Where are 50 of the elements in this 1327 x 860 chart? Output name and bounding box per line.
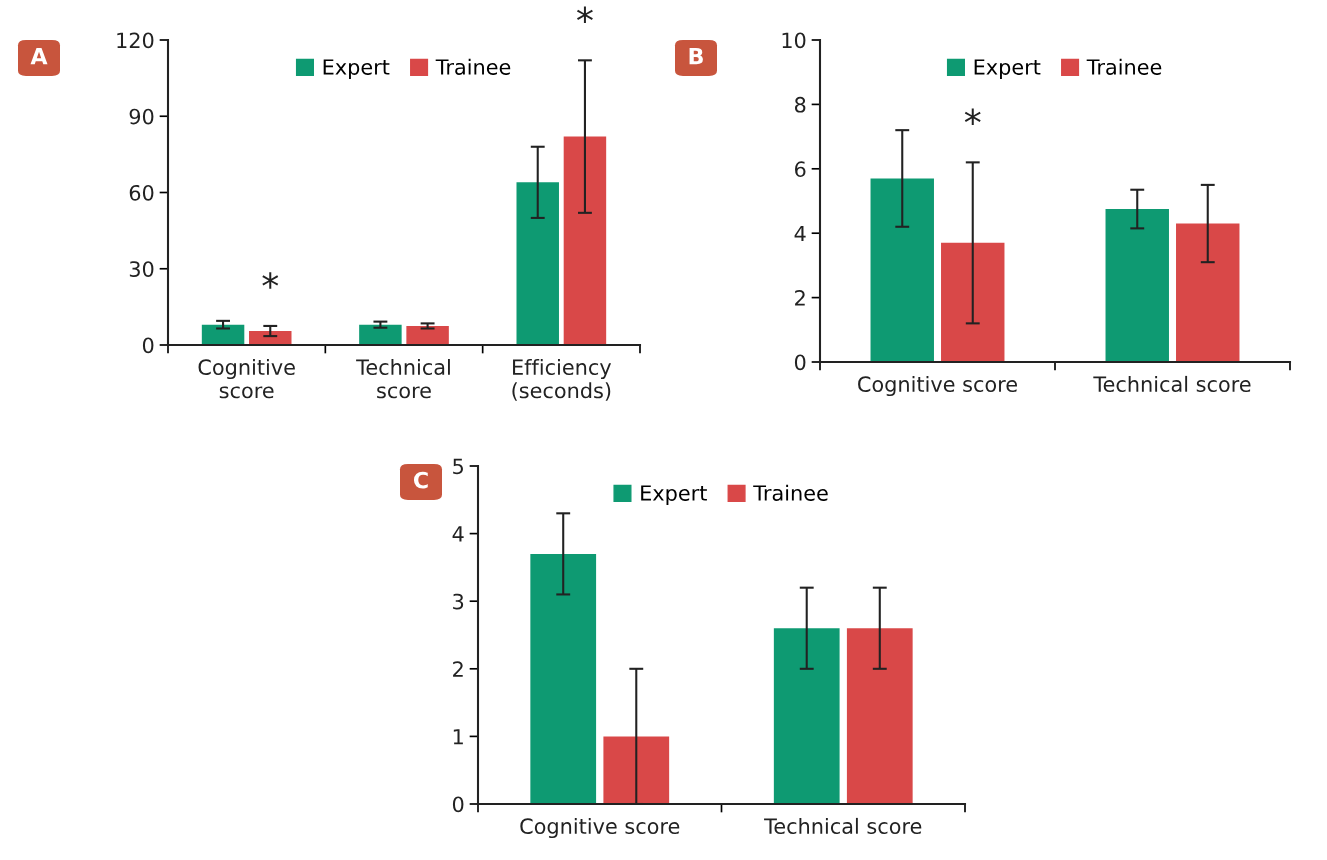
- y-tick-label: 30: [129, 261, 154, 277]
- y-tick-label: 2: [795, 290, 805, 306]
- bar: [359, 324, 402, 345]
- bar: [941, 242, 1005, 362]
- chart-title: A: [30, 47, 48, 65]
- y-tick-label: 5: [453, 458, 463, 475]
- x-tick-label: Cognitive score: [198, 358, 295, 399]
- legend-label: Expert: [323, 59, 390, 79]
- y-tick-label: 3: [453, 593, 464, 610]
- bar: [530, 553, 597, 804]
- legend-label: Trainee: [1086, 58, 1162, 75]
- y-tick-label: 8: [794, 96, 806, 113]
- bar: [1105, 209, 1169, 362]
- bar: [563, 136, 607, 345]
- y-tick-label: 4: [452, 526, 464, 542]
- annotation: *: [262, 272, 279, 289]
- y-tick-label: 0: [452, 796, 464, 813]
- y-tick-label: 0: [794, 354, 806, 371]
- bar: [249, 331, 292, 345]
- bar: [1176, 223, 1240, 362]
- chart-title: B: [689, 47, 703, 65]
- chart-title: C: [413, 471, 428, 489]
- y-tick-label: 10: [782, 32, 806, 49]
- bar: [406, 325, 449, 345]
- x-tick-label: Cognitive score: [520, 817, 680, 839]
- bar: [516, 182, 559, 345]
- bar: [603, 736, 670, 804]
- legend-label: Expert: [974, 59, 1041, 79]
- bar: [773, 628, 840, 804]
- y-tick-label: 120: [117, 32, 154, 49]
- bar: [201, 324, 245, 345]
- y-tick-label: 2: [453, 661, 463, 677]
- annotation: *: [964, 108, 981, 126]
- y-tick-label: 1: [453, 729, 463, 745]
- y-tick-label: 4: [794, 225, 806, 242]
- y-tick-label: 60: [129, 184, 154, 201]
- text: *: [576, 6, 593, 24]
- y-tick-label: 6: [795, 161, 806, 178]
- x-tick-label: Technical score: [356, 358, 450, 399]
- legend-label: Trainee: [753, 484, 828, 501]
- bar: [870, 178, 934, 362]
- x-tick-label: Efficiency (seconds): [512, 358, 612, 401]
- y-tick-label: 90: [129, 108, 154, 125]
- x-tick-label: Technical score: [1093, 375, 1251, 393]
- bar: [846, 628, 913, 804]
- legend-label: Expert: [641, 485, 707, 505]
- x-tick-label: Technical score: [764, 817, 922, 835]
- legend-label: Trainee: [435, 58, 511, 75]
- y-tick-label: 0: [142, 337, 154, 354]
- x-tick-label: Cognitive score: [858, 375, 1017, 397]
